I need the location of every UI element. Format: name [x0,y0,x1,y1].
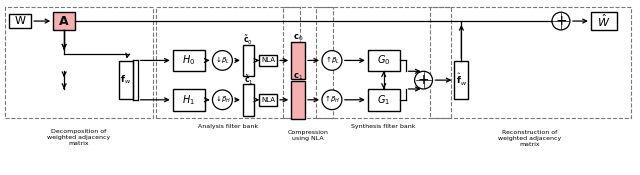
Bar [429,7,630,118]
Text: $\downarrow\!\beta_L$: $\downarrow\!\beta_L$ [214,55,230,66]
Circle shape [415,71,433,89]
Text: Analysis filter bank: Analysis filter bank [198,124,259,129]
Text: $G_1$: $G_1$ [377,93,390,107]
Text: $H_1$: $H_1$ [182,93,195,107]
Bar [53,12,75,30]
Circle shape [322,51,342,70]
Bar [243,45,254,76]
Bar [316,7,451,118]
Circle shape [212,90,232,110]
Text: $\hat{W}$: $\hat{W}$ [597,13,611,29]
Text: $\mathbf{c}_0$: $\mathbf{c}_0$ [293,33,303,43]
Bar [173,89,205,111]
Bar [259,94,277,106]
Bar [591,12,617,30]
Text: $\tilde{\mathbf{c}}_0$: $\tilde{\mathbf{c}}_0$ [243,34,253,47]
Bar [5,7,153,118]
Text: $\uparrow\!\beta_H$: $\uparrow\!\beta_H$ [323,94,340,105]
Bar [291,81,305,118]
Text: $G_0$: $G_0$ [377,54,390,67]
Bar [291,42,305,79]
Bar [119,61,133,99]
Text: W: W [15,16,26,26]
Text: Decomposition of
weighted adjacency
matrix: Decomposition of weighted adjacency matr… [47,129,111,146]
Text: NLA: NLA [261,57,275,63]
Bar [243,84,254,116]
Text: $\downarrow\!\beta_H$: $\downarrow\!\beta_H$ [214,94,231,105]
Text: $H_0$: $H_0$ [182,54,195,67]
Text: $+$: $+$ [555,14,567,28]
Text: $+$: $+$ [417,73,429,87]
Text: NLA: NLA [261,97,275,103]
Text: $\tilde{\mathbf{c}}_1$: $\tilde{\mathbf{c}}_1$ [244,74,253,87]
Text: $\mathbf{A}$: $\mathbf{A}$ [58,15,70,28]
Text: Reconstruction of
weighted adjacency
matrix: Reconstruction of weighted adjacency mat… [499,130,562,147]
Bar [283,7,333,118]
Bar [368,50,399,71]
Circle shape [552,12,570,30]
Text: Synthesis filter bank: Synthesis filter bank [351,124,416,129]
Text: $\hat{\mathbf{f}}_w$: $\hat{\mathbf{f}}_w$ [456,72,467,88]
Bar [454,61,468,99]
Text: $\uparrow\!\beta_L$: $\uparrow\!\beta_L$ [324,55,340,66]
Text: $\mathbf{c}_1$: $\mathbf{c}_1$ [293,72,303,82]
Circle shape [322,90,342,110]
Bar [10,14,31,28]
Bar [368,89,399,111]
Bar [173,50,205,71]
Text: $\mathbf{f}_w$: $\mathbf{f}_w$ [120,74,131,86]
Text: Compression
using NLA: Compression using NLA [287,130,328,141]
Circle shape [212,51,232,70]
Bar [156,7,300,118]
Bar [259,55,277,66]
